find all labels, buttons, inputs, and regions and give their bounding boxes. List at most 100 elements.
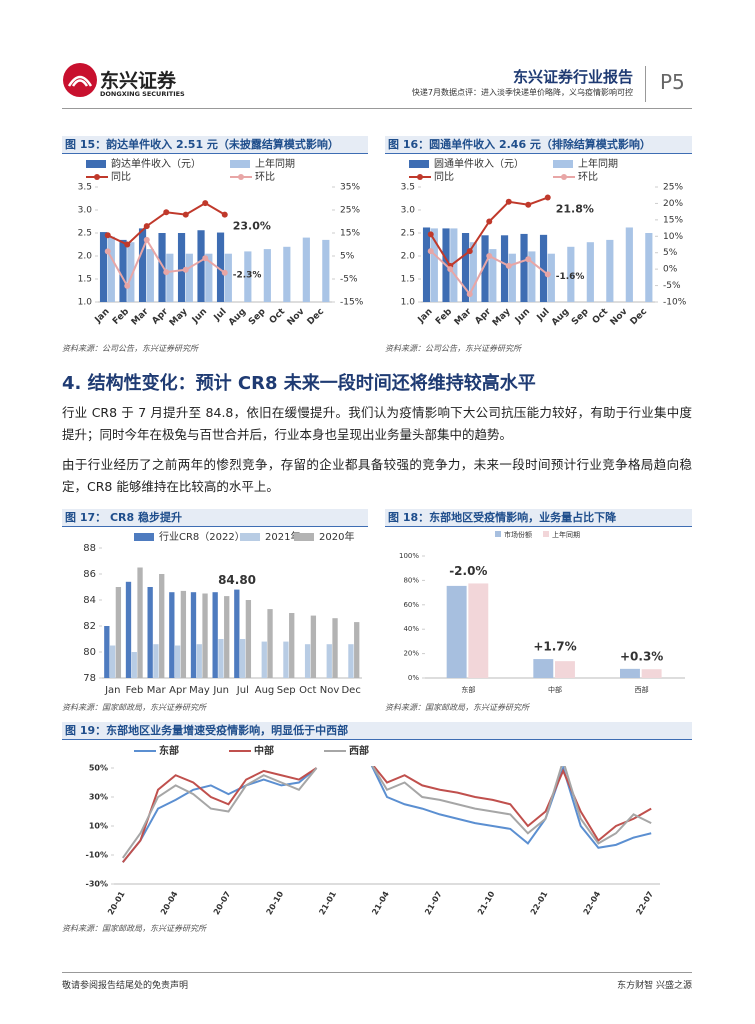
bar [468, 583, 489, 678]
chart: 78 80 82 84 86 88 Jan Feb Mar Apr May Jun Jul Aug Sep O… [83, 530, 362, 696]
x-tick-label: Nov [286, 307, 307, 328]
legend-marker [238, 174, 244, 180]
bar [620, 668, 640, 678]
legend-label: 西部 [349, 744, 369, 757]
tick-label: 3.5 [78, 183, 92, 193]
x-tick-label: 20-01 [106, 889, 127, 916]
bar [326, 644, 332, 678]
logo-en: DONGXING SECURITIES [100, 90, 185, 98]
tick-label: 88 [83, 543, 96, 554]
marker [143, 223, 150, 230]
bar [354, 622, 360, 678]
marker [544, 271, 551, 278]
x-tick-label: Oct [268, 306, 288, 326]
tick-label: -10% [86, 851, 108, 860]
tick-label: 30% [89, 793, 108, 802]
legend-label: 环比 [255, 171, 275, 183]
section-heading: 4. 结构性变化：预计 CR8 未来一段时间还将维持较高水平 [62, 373, 536, 394]
x-tick-label: May [491, 307, 513, 329]
bar [263, 249, 271, 302]
tick-label: 84 [83, 595, 96, 606]
bar [481, 235, 489, 302]
tick-label: 10% [89, 822, 108, 831]
marker [182, 211, 189, 218]
legend-marker [561, 174, 567, 180]
x-tick-label: Feb [126, 685, 144, 696]
marker [221, 211, 228, 218]
tick-label: 1.0 [78, 298, 93, 308]
tick-label: 20% [663, 199, 683, 209]
x-tick-label: 20-07 [212, 890, 233, 917]
figure-title: 图 17： CR8 稳步提升 [62, 509, 368, 527]
bar [547, 253, 555, 302]
bar [489, 249, 497, 302]
tick-label: 1.5 [78, 275, 92, 285]
marker [427, 231, 434, 238]
tick-label: 80 [83, 647, 96, 658]
marker [525, 256, 532, 263]
x-tick-label: Apr [150, 306, 170, 326]
footer-rule [62, 972, 692, 973]
bar [289, 613, 295, 678]
bar [177, 233, 186, 302]
figure-title: 图 18：东部地区受疫情影响，业务量占比下降 [385, 509, 692, 527]
bar [310, 615, 317, 678]
bar [539, 234, 548, 302]
marker [525, 201, 532, 208]
logo-icon [63, 63, 97, 97]
tick-label: 25% [663, 183, 683, 193]
x-tick-label: Apr [169, 685, 187, 696]
x-tick-label: Sep [277, 685, 296, 696]
tick-label: 20% [403, 650, 419, 658]
x-tick-label: Oct [591, 306, 611, 326]
paragraph: 由于行业经历了之前两年的惨烈竞争，存留的企业都具备较强的竞争力，未来一段时间预计… [62, 457, 692, 494]
legend-label: 行业CR8（2022） [159, 530, 245, 543]
bar [212, 592, 218, 678]
bar [104, 626, 110, 678]
legend-swatch [230, 160, 250, 168]
bar [606, 239, 614, 302]
figure-title: 图 16：圆通单件收入 2.46 元（排除结算模式影响） [385, 136, 692, 154]
source: 资料来源：国家邮政局，东兴证券研究所 [62, 924, 206, 933]
logo-text: 东兴证券 [100, 70, 177, 92]
bar [180, 590, 187, 678]
divider [645, 66, 646, 102]
legend-label: 上年同期 [255, 157, 295, 170]
legend-label: 2020年 [319, 530, 354, 543]
bar [461, 233, 470, 302]
chart: 1.0 1.5 2.0 2.5 3.0 3.5 -15% -5% 5% 15% 25% 35% Jan F… [78, 157, 364, 328]
x-tick-label: 中部 [548, 685, 562, 694]
marker [163, 209, 170, 216]
legend-swatch [294, 533, 314, 541]
bar [137, 567, 143, 678]
line [122, 766, 652, 863]
data-label: -2.3% [233, 270, 262, 280]
x-tick-label: Oct [299, 685, 316, 696]
bar [528, 251, 536, 302]
x-tick-label: Sep [247, 306, 268, 327]
report-subtitle: 快递7月数据点评：进入淡季快递单价略降，义乌疫情影响可控 [411, 88, 633, 97]
tick-label: 2.5 [401, 229, 415, 239]
bar [216, 232, 225, 302]
tick-label: 3.0 [401, 206, 416, 216]
marker [505, 262, 512, 269]
tick-label: 86 [83, 569, 96, 580]
source: 资料来源：国家邮政局，东兴证券研究所 [385, 703, 529, 712]
x-tick-label: 21-07 [423, 890, 444, 917]
chart: 1.0 1.5 2.0 2.5 3.0 3.5 -10% -5% 0% 5% 10% 15% 20% 25… [401, 157, 687, 329]
x-tick-label: Nov [320, 685, 340, 696]
data-label: 84.80 [218, 573, 256, 587]
x-tick-label: Aug [255, 685, 275, 696]
legend-label: 韵达单件收入（元） [111, 157, 201, 170]
x-tick-label: Mar [130, 306, 151, 327]
marker [202, 255, 209, 262]
bar [430, 228, 438, 302]
bar [107, 236, 115, 302]
bar [109, 645, 116, 678]
marker [124, 282, 131, 289]
legend-swatch [553, 160, 573, 168]
bar [166, 253, 174, 302]
tick-label: 50% [89, 764, 108, 773]
legend-swatch [240, 533, 260, 541]
